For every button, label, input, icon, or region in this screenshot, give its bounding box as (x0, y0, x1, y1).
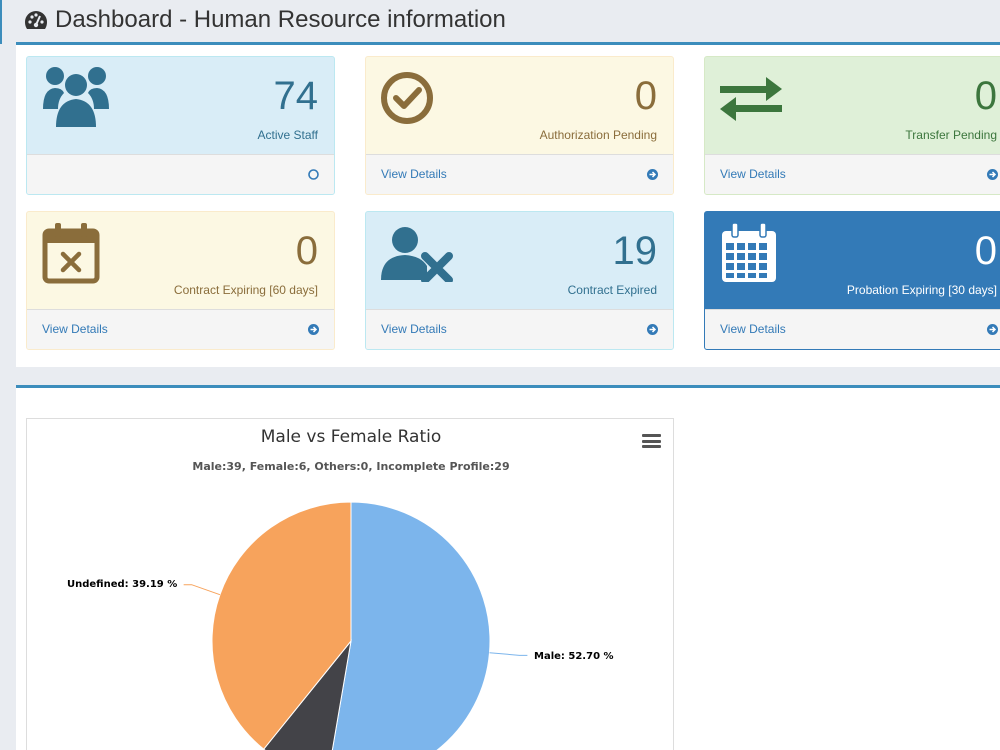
connector-undefined (183, 584, 221, 596)
stat-label: Transfer Pending (905, 128, 997, 142)
page-header: Dashboard - Human Resource information (0, 0, 1000, 44)
stat-number: 74 (273, 74, 319, 118)
stat-footer[interactable]: View Details (366, 309, 673, 349)
stat-label: Probation Expiring [30 days] (846, 283, 997, 297)
slice-label-undefined: Undefined: 39.19 % (67, 579, 178, 590)
stat-footer[interactable] (27, 154, 334, 194)
stat-box-active-staff: 74 Active Staff (26, 56, 335, 195)
view-details-link[interactable]: View Details (42, 322, 108, 336)
pie-slice-undefined[interactable] (211, 501, 352, 750)
chart-title: Male vs Female Ratio (260, 427, 442, 447)
calendar-icon (722, 222, 776, 282)
connector-male (489, 652, 528, 656)
stat-box-authorization-pending: 0 Authorization Pending View Details (365, 56, 674, 195)
stat-label: Contract Expiring [60 days] (173, 283, 318, 297)
stat-box-probation-expiring: 0 Probation Expiring [30 days] View Deta… (704, 211, 1000, 350)
stat-footer[interactable]: View Details (366, 154, 673, 194)
stat-number: 0 (974, 74, 997, 118)
view-details-link[interactable]: View Details (720, 167, 786, 181)
user-times-icon (381, 227, 453, 282)
stat-footer[interactable]: View Details (705, 309, 1000, 349)
stat-footer[interactable]: View Details (705, 154, 1000, 194)
arrow-circle-right-icon[interactable] (646, 323, 659, 336)
arrow-circle-right-icon[interactable] (646, 168, 659, 181)
tachometer-icon (25, 11, 47, 29)
slice-label-male: Male: 52.70 % (534, 651, 614, 662)
circle-icon (308, 169, 319, 180)
stat-box-contract-expired: 19 Contract Expired View Details (365, 211, 674, 350)
stat-footer[interactable]: View Details (27, 309, 334, 349)
stat-number: 0 (295, 229, 318, 273)
gender-chart: Male vs Female Ratio Male:39, Female:6, … (26, 418, 674, 750)
view-details-link[interactable]: View Details (720, 322, 786, 336)
page-title: Dashboard - Human Resource information (55, 6, 506, 33)
arrow-circle-right-icon[interactable] (307, 323, 320, 336)
view-details-link[interactable]: View Details (381, 167, 447, 181)
arrow-circle-right-icon[interactable] (986, 168, 999, 181)
stat-label: Active Staff (257, 128, 318, 142)
stat-label: Contract Expired (567, 283, 657, 297)
stats-panel: 74 Active Staff 0 Authorization Pending … (16, 42, 1000, 367)
chart-menu-icon[interactable] (642, 434, 661, 448)
arrow-circle-right-icon[interactable] (986, 323, 999, 336)
exchange-icon (720, 77, 782, 121)
calendar-times-icon (42, 223, 100, 284)
check-circle-icon (381, 72, 433, 124)
stat-label: Authorization Pending (539, 128, 657, 142)
chart-subtitle: Male:39, Female:6, Others:0, Incomplete … (192, 460, 510, 473)
stat-number: 0 (634, 74, 657, 118)
pie-chart (183, 501, 528, 750)
pie-slice-male[interactable] (328, 501, 491, 750)
view-details-link[interactable]: View Details (381, 322, 447, 336)
stat-number: 19 (612, 229, 658, 273)
stat-number: 0 (974, 229, 997, 273)
stat-box-contract-expiring: 0 Contract Expiring [60 days] View Detai… (26, 211, 335, 350)
users-icon (43, 67, 109, 127)
stat-box-transfer-pending: 0 Transfer Pending View Details (704, 56, 1000, 195)
